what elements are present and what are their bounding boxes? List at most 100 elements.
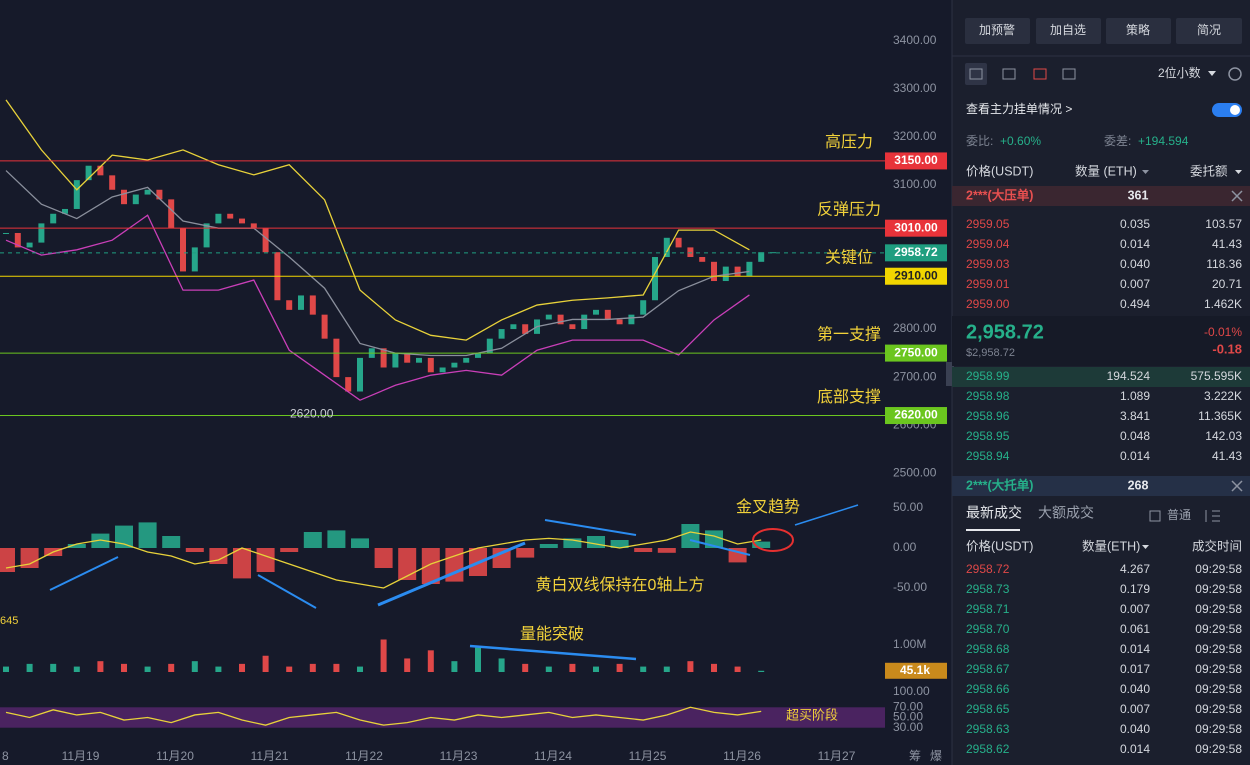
macd-bar <box>374 548 393 568</box>
volume-bar <box>522 663 529 672</box>
macd-bar <box>67 544 86 548</box>
macd-bar <box>256 548 275 572</box>
corner-label[interactable]: 爆 <box>930 749 942 763</box>
candle <box>758 252 765 262</box>
column-header: 价格(USDT) <box>966 538 1033 553</box>
band-line <box>5 170 750 357</box>
candle <box>168 199 175 229</box>
ratio-label: 委比: <box>966 134 993 148</box>
row-price: 2958.62 <box>966 742 1010 756</box>
arrow <box>689 539 751 556</box>
candle <box>239 218 245 224</box>
column-header[interactable]: 委托额 <box>1190 164 1228 178</box>
row-price: 2959.01 <box>966 277 1010 291</box>
row-price: 2958.67 <box>966 662 1010 676</box>
change: -0.18 <box>1212 341 1242 356</box>
row-price: 2958.72 <box>966 562 1010 576</box>
row-qty: 0.014 <box>1120 237 1150 251</box>
view-icon-glyph <box>969 68 983 80</box>
volume-bar <box>734 666 741 672</box>
row-qty: 4.267 <box>1120 562 1150 576</box>
macd-bar <box>327 530 346 548</box>
candle <box>380 348 387 368</box>
row-qty: 0.040 <box>1120 722 1150 736</box>
candle <box>38 223 45 243</box>
decimals-select[interactable]: 2位小数 <box>1158 65 1201 80</box>
corner-label[interactable]: 筹 <box>909 749 921 763</box>
button-label[interactable]: 策略 <box>1126 22 1150 37</box>
candle <box>545 314 552 320</box>
button[interactable] <box>1106 18 1171 44</box>
bid-banner-name: 2***(大托单) <box>966 477 1033 492</box>
candle <box>262 228 269 253</box>
button-label[interactable]: 加自选 <box>1050 23 1086 37</box>
close-icon[interactable] <box>1231 190 1243 202</box>
row-qty: 0.040 <box>1120 682 1150 696</box>
macd-bar <box>634 548 653 552</box>
button-label[interactable]: 简况 <box>1197 23 1221 37</box>
checkbox[interactable] <box>1149 510 1161 522</box>
view-icon[interactable] <box>1002 68 1016 80</box>
row-price: 2958.65 <box>966 702 1010 716</box>
row-value: 142.03 <box>1205 429 1242 443</box>
button[interactable] <box>1036 18 1101 44</box>
row-value: 09:29:58 <box>1195 602 1242 616</box>
button[interactable] <box>1176 18 1242 44</box>
column-header[interactable]: 数量 (ETH) <box>1075 163 1137 178</box>
level-tag-label: 3010.00 <box>894 220 938 234</box>
depth-toggle-label[interactable]: 查看主力挂单情况 > <box>966 102 1072 116</box>
row-qty: 0.007 <box>1120 702 1150 716</box>
filter-icon[interactable] <box>1205 510 1220 522</box>
macd-line <box>5 531 762 589</box>
candle <box>404 353 411 363</box>
volume-bar <box>616 663 623 672</box>
candle <box>357 357 363 392</box>
y-tick-label: 100.00 <box>893 684 930 698</box>
volume-bar <box>475 647 481 672</box>
button[interactable] <box>965 18 1030 44</box>
row-qty: 0.014 <box>1120 642 1150 656</box>
close-icon[interactable] <box>1231 480 1243 492</box>
candle <box>97 165 104 176</box>
candle <box>333 338 340 378</box>
arrow <box>544 519 637 536</box>
y-tick-label: 3400.00 <box>893 33 937 47</box>
column-header: 价格(USDT) <box>966 163 1033 178</box>
row-value: 20.71 <box>1212 277 1242 291</box>
view-icon[interactable] <box>1062 68 1076 80</box>
candle <box>345 377 352 392</box>
tab[interactable]: 最新成交 <box>966 505 1022 521</box>
level-tag-label: 3150.00 <box>894 153 938 167</box>
y-tick-label: 0.00 <box>893 540 917 554</box>
row-qty: 0.017 <box>1120 662 1150 676</box>
column-header[interactable]: 数量(ETH) <box>1082 538 1140 553</box>
button-label[interactable]: 加预警 <box>979 22 1015 37</box>
level-tag-label: 2910.00 <box>894 268 938 282</box>
y-tick-label: 2500.00 <box>893 465 937 479</box>
collapse-handle[interactable] <box>946 362 954 386</box>
view-icon[interactable] <box>965 63 987 85</box>
y-tick-label: 2700.00 <box>893 369 937 383</box>
y-tick-label: 30.00 <box>893 720 923 734</box>
candle <box>699 257 706 262</box>
volume-bar <box>498 658 505 672</box>
candle <box>392 353 399 368</box>
level-note: 反弹压力 <box>817 200 881 218</box>
checkbox-label[interactable]: 普通 <box>1167 508 1191 522</box>
candle <box>451 362 458 368</box>
view-icon[interactable] <box>1033 68 1047 80</box>
row-price: 2958.96 <box>966 409 1010 423</box>
row-value: 09:29:58 <box>1195 742 1242 756</box>
candle <box>746 261 753 277</box>
volume-bar <box>380 639 387 672</box>
candle <box>486 338 493 354</box>
low-marker: 2620.00 <box>290 407 334 421</box>
settings-icon[interactable] <box>1228 67 1242 81</box>
row-price: 2958.70 <box>966 622 1010 636</box>
tab[interactable]: 大额成交 <box>1038 505 1094 521</box>
level-tag <box>885 407 947 425</box>
candle <box>510 324 517 330</box>
row-value: 09:29:58 <box>1195 582 1242 596</box>
row-price: 2959.03 <box>966 257 1010 271</box>
macd-bar <box>752 541 771 548</box>
